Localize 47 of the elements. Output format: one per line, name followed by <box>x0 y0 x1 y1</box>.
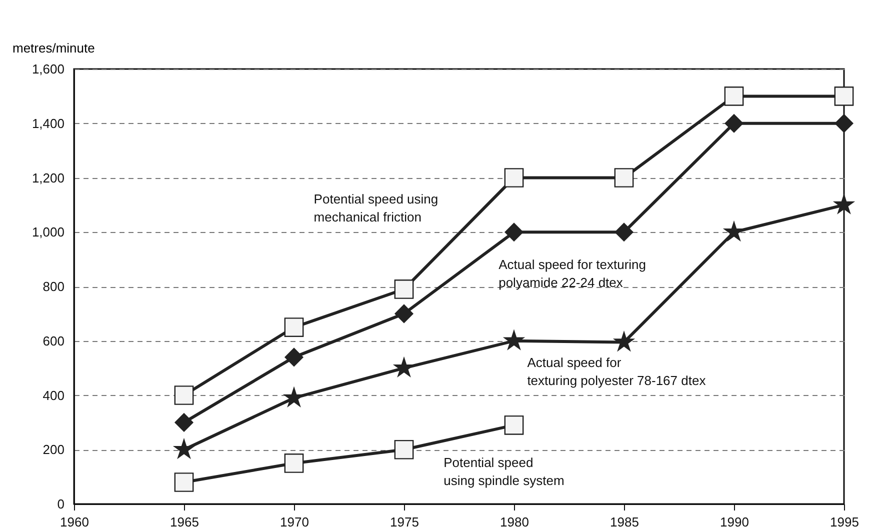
point <box>284 388 304 406</box>
y-tick-label: 200 <box>42 442 64 458</box>
y-tick-label: 400 <box>42 388 64 403</box>
point <box>174 472 194 492</box>
x-tick-label: 1965 <box>170 514 199 530</box>
point <box>614 222 634 242</box>
point <box>174 413 194 432</box>
x-tick-label: 1960 <box>60 514 89 530</box>
point <box>504 415 524 435</box>
point <box>394 358 414 377</box>
y-tick-label: 800 <box>42 279 64 294</box>
point <box>834 194 854 214</box>
point <box>614 168 634 188</box>
y-tick-label: 0 <box>57 496 64 512</box>
point <box>394 280 414 299</box>
point <box>174 386 194 405</box>
point <box>394 304 414 323</box>
point <box>504 330 524 350</box>
series-label: Actual speed for texturing polyamide 22-24 dtex <box>498 256 646 290</box>
point <box>834 86 854 106</box>
point <box>724 86 744 106</box>
point <box>614 332 634 351</box>
x-tick-label: 1995 <box>830 514 859 530</box>
y-axis-title: metres/minute <box>12 40 95 56</box>
point <box>724 222 744 241</box>
point <box>284 348 304 366</box>
x-tick-label: 1990 <box>720 514 749 530</box>
y-tick-label: 1,600 <box>32 62 64 76</box>
x-tick-label: 1975 <box>390 514 419 530</box>
y-tick-label: 1,000 <box>32 224 64 240</box>
point <box>724 114 744 133</box>
point <box>174 439 194 458</box>
point <box>834 114 854 133</box>
y-tick-label: 600 <box>42 333 64 348</box>
x-tick-label: 1985 <box>610 514 639 530</box>
point <box>284 318 304 337</box>
y-tick-label: 1,400 <box>32 116 64 131</box>
series-label: Potential speed using mechanical friction <box>314 192 438 224</box>
series-label: Potential speed using spindle system <box>444 455 564 488</box>
x-tick-label: 1980 <box>500 514 529 530</box>
point <box>504 222 524 242</box>
x-tick-label: 1970 <box>280 514 309 530</box>
y-tick-label: 1,200 <box>32 170 64 186</box>
series-label: Actual speed for texturing polyester 78-167 dtex <box>527 355 706 388</box>
point <box>504 168 524 188</box>
point <box>284 454 304 473</box>
point <box>394 440 414 460</box>
